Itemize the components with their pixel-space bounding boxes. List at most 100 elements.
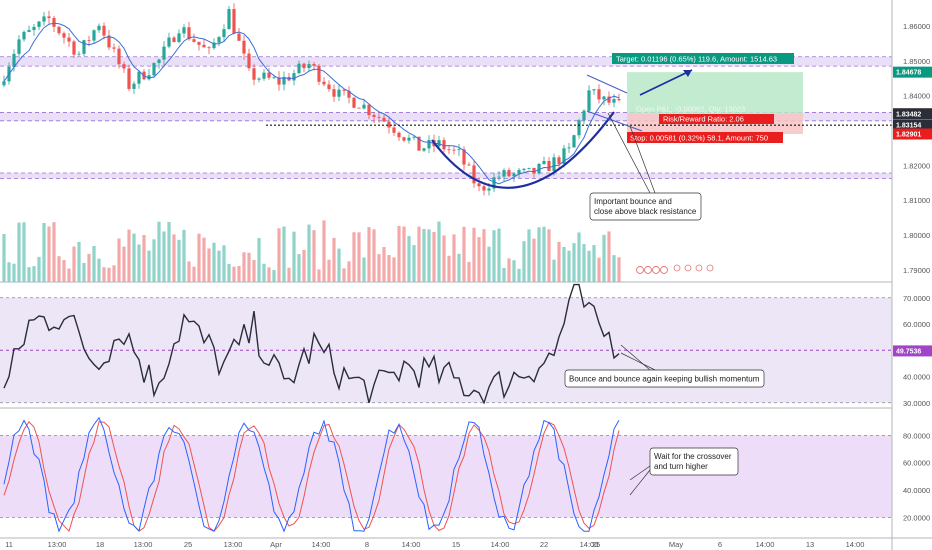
volume-bar <box>357 232 361 282</box>
ratio-label: Risk/Reward Ratio: 2.06 <box>663 115 744 124</box>
stoch-d-line <box>3 420 620 533</box>
price-tag: 1.82901 <box>896 132 921 139</box>
time-axis[interactable]: 11 13:00 18 13:00 25 13:00 Apr 14:00 8 14:00 15 14:… <box>5 540 864 549</box>
stoch-note-pointer <box>629 469 651 496</box>
volume-bar <box>602 234 606 282</box>
price-tag-bg <box>893 108 932 120</box>
price-tag-bg <box>893 119 932 131</box>
candle <box>527 167 531 169</box>
volume-bar <box>92 245 96 282</box>
event-icon <box>652 266 660 274</box>
candle <box>42 16 46 22</box>
candle <box>37 21 41 27</box>
volume-bar <box>117 238 121 282</box>
time-tick: 13:00 <box>134 540 153 549</box>
candle <box>52 18 56 27</box>
candle <box>227 9 231 30</box>
volume-bar <box>547 229 551 282</box>
candle <box>262 72 266 79</box>
target-zone <box>627 72 803 114</box>
candle <box>247 53 251 69</box>
volume-bar <box>367 227 371 282</box>
time-tick: 25 <box>592 540 600 549</box>
volume-bar <box>192 266 196 282</box>
candle <box>177 33 181 42</box>
candle <box>92 30 96 41</box>
volume-bar <box>392 257 396 282</box>
candle <box>617 99 621 101</box>
rsi-tag-bg <box>893 345 932 357</box>
volume-bar <box>607 231 611 282</box>
volume-bar <box>282 226 286 282</box>
candle <box>112 47 116 49</box>
event-icon <box>706 264 714 272</box>
candle <box>332 89 336 97</box>
event-icon <box>644 266 652 274</box>
volume-bar <box>232 266 236 282</box>
candle <box>82 40 86 54</box>
volume-bar <box>512 260 516 282</box>
volume-bar <box>507 258 511 282</box>
volume-bar <box>462 226 466 282</box>
stoch-band <box>0 435 892 518</box>
stoch-note-pointer <box>629 465 651 481</box>
volume-bar <box>52 222 56 282</box>
volume-bar <box>432 231 436 282</box>
volume-bar <box>107 267 111 282</box>
candle <box>587 90 591 111</box>
candle <box>62 33 66 38</box>
volume-bar <box>272 269 276 282</box>
candle <box>422 148 426 151</box>
candle <box>67 37 71 42</box>
volume-bar <box>552 259 556 282</box>
candle <box>367 104 371 116</box>
time-tick: 6 <box>718 540 722 549</box>
volume-bar <box>472 227 476 282</box>
price-tag: 1.83154 <box>896 123 921 130</box>
price-tag-bg <box>893 66 932 78</box>
volume-bar <box>532 238 536 282</box>
volume-bar <box>257 238 261 282</box>
candle <box>427 140 431 149</box>
candle <box>547 161 551 171</box>
volume-bar <box>372 229 376 282</box>
event-icon <box>636 266 644 274</box>
candle <box>87 40 91 41</box>
candle <box>202 44 206 48</box>
rsi-pane[interactable]: Bounce and bounce again keeping bullish … <box>0 283 892 405</box>
volume-bar <box>457 253 461 282</box>
volume-bar <box>452 234 456 282</box>
candle <box>317 65 321 82</box>
volume-bar <box>492 230 496 282</box>
candle <box>612 99 616 103</box>
volume-bar <box>82 262 86 282</box>
volume-bar <box>217 250 221 282</box>
candle <box>322 81 326 85</box>
rsi-note-pointer <box>620 344 651 371</box>
candle <box>307 64 311 69</box>
candle <box>272 77 276 79</box>
candle <box>342 89 346 91</box>
candle <box>362 104 366 109</box>
volume-bar <box>112 265 116 282</box>
volume-bar <box>352 232 356 282</box>
support-resistance-zone <box>0 173 892 179</box>
volume-bar <box>412 245 416 282</box>
time-tick: 13:00 <box>48 540 67 549</box>
candle <box>507 170 511 177</box>
candle <box>312 64 316 66</box>
volume-bar <box>37 256 41 282</box>
candle <box>152 63 156 76</box>
volume-bar <box>182 229 186 282</box>
candle <box>522 168 526 170</box>
time-tick: 15 <box>452 540 460 549</box>
support-resistance-zone <box>0 56 892 67</box>
volume-bar <box>27 267 31 282</box>
volume-bar <box>442 235 446 282</box>
price-pane[interactable]: Target: 0.01196 (0.65%) 119.6, Amount: 1… <box>0 3 892 282</box>
time-tick: 14:00 <box>580 540 599 549</box>
volume-bar <box>527 229 531 282</box>
